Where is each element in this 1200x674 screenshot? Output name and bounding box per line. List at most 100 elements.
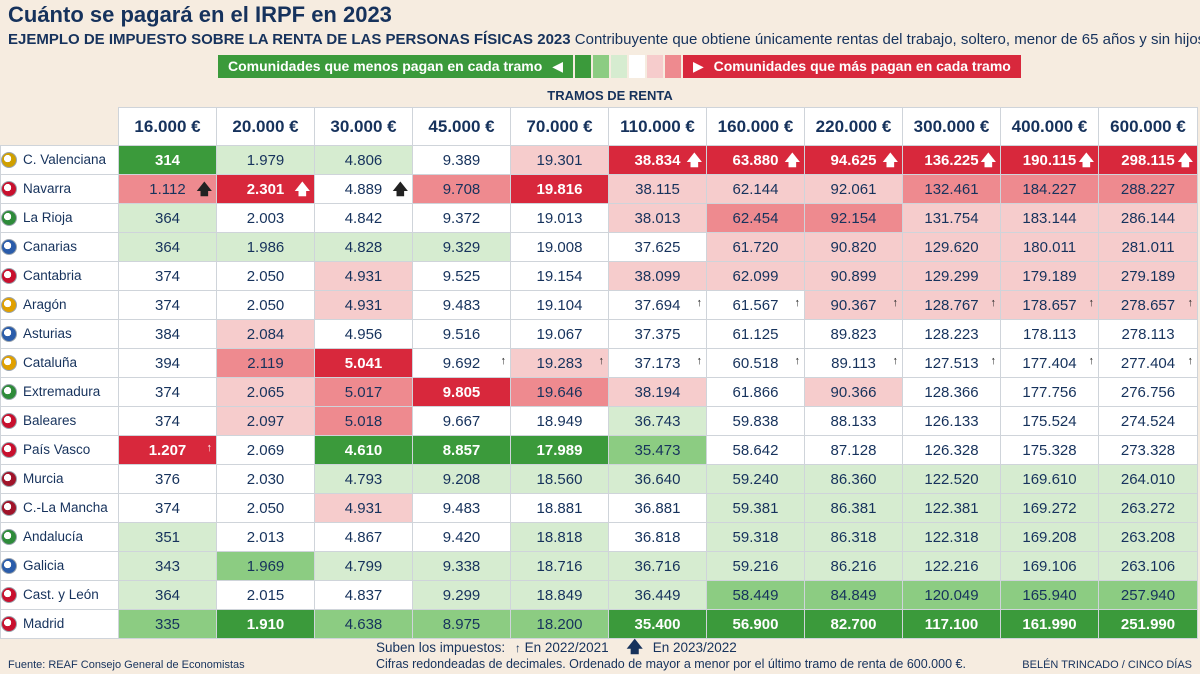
legend-more-arrow-icon: ▶ [692,58,704,74]
value-cell: 1.112 🡅 [118,174,217,204]
value-label: 2.015 [246,586,285,604]
value-label: 277.404 [1120,354,1176,372]
value-cell: 190.115 🡅 [1000,145,1099,175]
value-cell: 8.857 [412,435,511,465]
big-up-arrow-icon: 🡅 [980,152,996,169]
value-label: 9.389 [442,151,481,169]
big-up-arrow-icon: 🡅 [686,152,702,169]
value-cell: 84.849 [804,580,903,610]
value-cell: 4.931 [314,261,413,291]
value-cell: 122.381 [902,493,1001,523]
value-cell: 180.011 [1000,232,1099,262]
column-header: 400.000 € [1000,107,1099,146]
value-label: 175.524 [1022,412,1077,430]
value-label: 2.013 [246,528,285,546]
table-row: Murcia 376 2.030 4.793 9.208 18.560 36.640 59.2… [0,464,1198,494]
legend-swatch [646,55,663,78]
value-label: 19.646 [536,383,583,401]
small-up-arrow-icon: ↑ [990,355,997,367]
value-label: 58.642 [732,441,779,459]
value-cell: 9.372 [412,203,511,233]
value-cell: 9.338 [412,551,511,581]
value-cell: 257.940 [1098,580,1198,610]
value-label: 90.899 [830,267,877,285]
value-label: 2.097 [246,412,285,430]
value-label: 1.969 [246,557,285,575]
value-cell: 177.756 [1000,377,1099,407]
value-label: 184.227 [1022,180,1077,198]
value-cell: 87.128 [804,435,903,465]
region-cell: C. Valenciana [0,145,119,175]
value-label: 273.328 [1120,441,1176,459]
legend-less-label: Comunidades que menos pagan en cada tram… [228,58,543,74]
value-cell: 61.567 ↑ [706,290,805,320]
value-cell: 4.842 [314,203,413,233]
value-cell: 2.015 [216,580,315,610]
value-label: 19.283 [536,354,583,372]
value-cell: 1.207 ↑ [118,435,217,465]
value-label: 2.069 [246,441,285,459]
value-cell: 364 [118,232,217,262]
value-label: 4.956 [344,325,383,343]
value-label: 364 [154,238,181,256]
region-label: Cataluña [23,354,78,370]
value-label: 89.823 [830,325,877,343]
value-label: 59.240 [732,470,779,488]
value-cell: 136.225 🡅 [902,145,1001,175]
value-cell: 364 [118,580,217,610]
small-up-arrow-icon: ↑ [696,297,703,309]
value-cell: 2.097 [216,406,315,436]
value-label: 4.889 [344,180,383,198]
value-label: 136.225 [924,151,979,169]
small-up-arrow-icon: ↑ [206,442,213,454]
value-cell: 263.208 [1098,522,1198,552]
table-row: Extremadura 374 2.065 5.017 9.805 19.646 38.19… [0,377,1198,407]
small-up-arrow-icon: ↑ [794,355,801,367]
value-cell: 8.975 [412,609,511,639]
value-cell: 86.381 [804,493,903,523]
region-flag-icon [1,152,17,169]
value-cell: 128.223 [902,319,1001,349]
value-label: 92.154 [830,209,877,227]
legend-swatch [592,55,609,78]
value-cell: 384 [118,319,217,349]
value-cell: 2.003 [216,203,315,233]
value-cell: 117.100 [902,609,1001,639]
value-label: 263.106 [1120,557,1176,575]
legend-swatch [664,55,681,78]
value-label: 92.061 [830,180,877,198]
value-label: 394 [154,354,181,372]
value-cell: 92.154 [804,203,903,233]
table-row: C.-La Mancha 374 2.050 4.931 9.483 18.881 36.8… [0,493,1198,523]
value-cell: 4.889 🡅 [314,174,413,204]
value-label: 87.128 [830,441,877,459]
value-cell: 9.208 [412,464,511,494]
value-cell: 9.299 [412,580,511,610]
value-label: 38.013 [634,209,681,227]
value-cell: 36.716 [608,551,707,581]
value-label: 4.931 [344,499,383,517]
value-label: 1.979 [246,151,285,169]
value-cell: 5.017 [314,377,413,407]
region-flag-icon [1,442,17,459]
value-label: 9.483 [442,296,481,314]
value-cell: 251.990 [1098,609,1198,639]
value-label: 374 [154,383,181,401]
value-cell: 38.194 [608,377,707,407]
value-label: 18.881 [536,499,583,517]
value-cell: 2.069 [216,435,315,465]
value-cell: 61.720 [706,232,805,262]
region-cell: La Rioja [0,203,119,233]
value-cell: 288.227 [1098,174,1198,204]
value-cell: 2.050 [216,493,315,523]
table-row: Canarias 364 1.986 4.828 9.329 19.008 37.625 61… [0,232,1198,262]
value-label: 59.838 [732,412,779,430]
small-up-arrow-icon: ↑ [892,297,899,309]
value-label: 2.050 [246,267,285,285]
value-cell: 56.900 [706,609,805,639]
value-cell: 183.144 [1000,203,1099,233]
value-cell: 178.657 ↑ [1000,290,1099,320]
region-label: Navarra [23,180,72,196]
region-cell: Galicia [0,551,119,581]
value-label: 37.173 [634,354,681,372]
